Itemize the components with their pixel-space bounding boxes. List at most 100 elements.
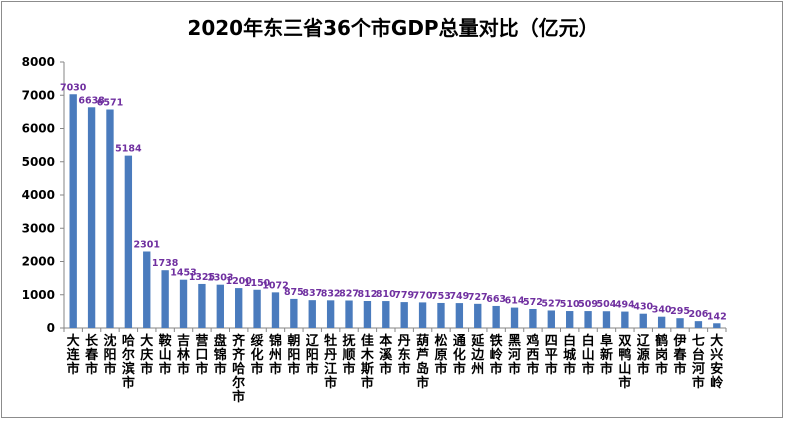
data-label: 1738: [152, 258, 179, 269]
x-category-label: 阜新市: [600, 333, 613, 377]
data-label: 206: [688, 309, 708, 320]
bar: [69, 94, 77, 328]
bar: [474, 303, 482, 328]
bar: [124, 155, 133, 328]
x-category-label: 通化市: [453, 333, 466, 377]
x-category-label: 吉林市: [177, 334, 190, 377]
x-category-label: 白山市: [582, 333, 595, 377]
x-category-label: 鸡西市: [525, 333, 539, 377]
bar: [345, 300, 353, 328]
data-label: 749: [449, 291, 469, 302]
data-label: 2301: [134, 239, 160, 250]
bar: [363, 301, 372, 328]
bar: [400, 302, 408, 328]
data-label: 5184: [115, 144, 142, 155]
data-label: 827: [339, 289, 359, 300]
x-category-label: 牡丹江市: [324, 333, 337, 391]
data-label: 430: [633, 302, 653, 313]
data-label: 1325: [189, 272, 215, 283]
x-category-label: 大兴安岭: [710, 333, 723, 391]
bar: [143, 251, 151, 328]
data-label: 1453: [170, 268, 196, 279]
data-label: 727: [468, 292, 488, 303]
bar: [602, 311, 611, 328]
data-label: 494: [615, 300, 635, 311]
data-label: 142: [707, 311, 727, 322]
bar: [584, 311, 592, 328]
bar: [492, 305, 500, 328]
data-label: 810: [376, 289, 396, 300]
data-label: 6571: [97, 98, 123, 109]
x-category-label: 鞍山市: [159, 333, 172, 377]
bar: [529, 308, 537, 328]
x-category-label: 长春市: [84, 333, 99, 377]
data-label: 837: [302, 288, 322, 299]
x-category-label: 黑河市: [508, 334, 521, 377]
bar: [676, 318, 684, 328]
x-category-label: 四平市: [545, 334, 558, 377]
y-tick-label: 6000: [22, 122, 55, 136]
bar: [253, 289, 261, 328]
data-label: 663: [486, 294, 506, 305]
bar: [198, 283, 206, 328]
bar: [235, 288, 243, 328]
y-tick-label: 7000: [22, 88, 55, 102]
x-category-label: 白城市: [563, 333, 576, 377]
x-category-label: 绥化市: [251, 333, 264, 377]
bar: [713, 323, 721, 328]
bar: [216, 284, 224, 328]
data-label: 340: [652, 305, 672, 316]
x-category-label: 朝阳市: [287, 333, 300, 377]
x-category-label: 延边州: [470, 333, 485, 377]
chart-title: 2020年东三省36个市GDP总量对比（亿元）: [187, 16, 599, 40]
bar: [621, 311, 629, 328]
x-category-label: 抚顺市: [343, 333, 356, 377]
y-tick-label: 0: [47, 321, 55, 335]
data-label: 1072: [262, 280, 288, 291]
bar: [87, 107, 96, 328]
bar: [179, 279, 188, 328]
data-label: 875: [284, 287, 304, 298]
x-category-label: 七台河市: [692, 334, 705, 391]
bar: [161, 270, 169, 328]
x-category-label: 佳木斯市: [360, 333, 375, 391]
bar: [566, 311, 574, 328]
data-label: 572: [523, 297, 543, 308]
data-label: 295: [670, 306, 690, 317]
bar: [437, 302, 445, 328]
data-label: 753: [431, 291, 451, 302]
data-label: 6638: [78, 95, 105, 106]
data-label: 1303: [207, 273, 233, 284]
bar: [326, 300, 335, 328]
x-category-label: 松原市: [434, 333, 447, 377]
bar: [455, 303, 464, 328]
x-category-label: 营口市: [195, 333, 208, 377]
x-category-label: 大连市: [67, 333, 81, 377]
x-category-label: 双鸭山市: [618, 334, 631, 391]
data-label: 504: [597, 299, 617, 310]
bar: [547, 310, 555, 328]
x-category-label: 锦州市: [268, 333, 282, 377]
x-category-label: 哈尔滨市: [122, 333, 135, 391]
bar: [382, 301, 390, 328]
x-category-label: 葫芦岛市: [416, 333, 429, 391]
bar: [106, 109, 114, 328]
data-label: 1200: [225, 276, 252, 287]
bar: [694, 321, 703, 328]
bar: [271, 292, 280, 328]
x-category-label: 辽源市: [637, 334, 651, 377]
data-label: 509: [578, 299, 598, 310]
bar: [290, 298, 298, 328]
y-tick-label: 5000: [22, 155, 55, 169]
y-tick-label: 8000: [22, 55, 55, 69]
data-label: 7030: [60, 82, 87, 93]
data-label: 614: [505, 296, 525, 307]
bar: [639, 313, 647, 328]
x-category-label: 盘锦市: [214, 333, 227, 377]
y-tick-label: 2000: [22, 255, 55, 269]
x-category-label: 大庆市: [139, 333, 153, 377]
y-tick-label: 3000: [22, 221, 55, 235]
data-label: 832: [321, 288, 341, 299]
x-category-label: 齐齐哈尔市: [232, 333, 246, 405]
